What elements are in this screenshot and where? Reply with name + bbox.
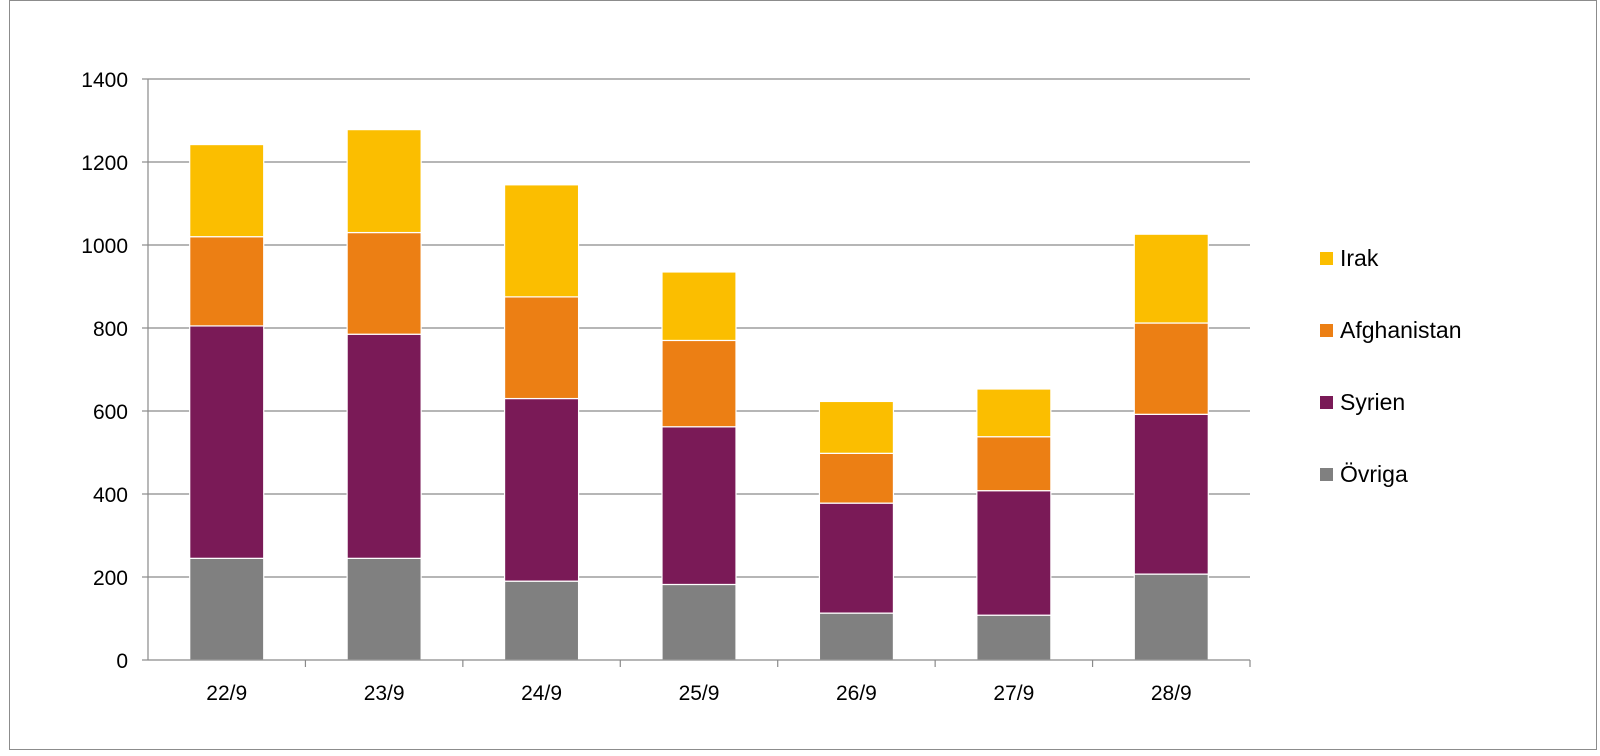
bar-segment-syrien-26-9 — [818, 502, 895, 614]
bar-segment-afghanistan-25-9 — [661, 339, 737, 428]
bar-segment-irak-25-9 — [661, 271, 737, 342]
y-tick-label: 1200 — [81, 152, 128, 175]
bar-segment-syrien-22-9 — [189, 325, 265, 559]
bar-segment-afghanistan-27-9 — [976, 436, 1052, 492]
bar-segment-irak-28-9 — [1133, 233, 1209, 324]
y-tick-label: 600 — [93, 401, 128, 424]
y-tick-label: 1400 — [81, 69, 128, 92]
x-tick-label: 23/9 — [364, 682, 405, 705]
y-tick-label: 0 — [116, 650, 128, 673]
legend-label-övriga: Övriga — [1340, 461, 1408, 487]
y-tick-label: 800 — [93, 318, 128, 341]
bar-segment-afghanistan-24-9 — [503, 296, 580, 400]
x-tick-label: 24/9 — [521, 682, 562, 705]
legend: Irak Afghanistan Syrien Övriga — [1320, 245, 1461, 487]
x-tick-label: 22/9 — [206, 682, 247, 705]
bar-segment-afghanistan-22-9 — [189, 236, 265, 327]
bar-segment-afghanistan-23-9 — [346, 231, 422, 335]
bar-segment-syrien-24-9 — [503, 397, 580, 582]
legend-label-irak: Irak — [1340, 245, 1379, 271]
x-tick-label: 26/9 — [836, 682, 877, 705]
bar-segment-afghanistan-26-9 — [818, 452, 895, 504]
bar-segment-irak-23-9 — [346, 129, 422, 234]
axes: 0 200 400 600 800 1000 1200 1400 22/9 23/9 24/9 25/… — [81, 69, 1251, 705]
legend-swatch-syrien — [1320, 396, 1333, 409]
bar-segment-övriga-23-9 — [346, 557, 422, 661]
bar-segment-övriga-26-9 — [818, 612, 895, 661]
bar-segment-syrien-27-9 — [976, 490, 1052, 616]
legend-swatch-irak — [1320, 252, 1333, 265]
bar-segment-övriga-27-9 — [976, 614, 1052, 661]
bar-segment-irak-24-9 — [503, 184, 580, 298]
y-tick-label: 1000 — [81, 235, 128, 258]
bar-segment-syrien-25-9 — [661, 426, 737, 586]
stacked-bar-chart: 0 200 400 600 800 1000 1200 1400 22/9 23/9 24/9 25/… — [81, 69, 1461, 705]
bar-segment-irak-22-9 — [189, 143, 265, 238]
x-tick-label: 25/9 — [679, 682, 720, 705]
bar-segment-övriga-25-9 — [661, 583, 737, 661]
bar-segment-irak-27-9 — [976, 388, 1052, 438]
x-tick-label: 27/9 — [993, 682, 1034, 705]
x-tick-label: 28/9 — [1151, 682, 1192, 705]
bar-segment-övriga-22-9 — [189, 557, 265, 661]
y-tick-label: 400 — [93, 484, 128, 507]
bars — [189, 129, 1209, 661]
bar-segment-syrien-23-9 — [346, 333, 422, 559]
legend-swatch-övriga — [1320, 468, 1333, 481]
bar-segment-irak-26-9 — [818, 400, 895, 454]
chart-area[interactable]: 0 200 400 600 800 1000 1200 1400 22/9 23/9 24/9 25/… — [9, 0, 1597, 750]
legend-label-syrien: Syrien — [1340, 389, 1405, 415]
bar-segment-afghanistan-28-9 — [1133, 322, 1209, 415]
bar-segment-övriga-24-9 — [503, 580, 580, 661]
bar-segment-syrien-28-9 — [1133, 413, 1209, 575]
bar-segment-övriga-28-9 — [1133, 573, 1209, 661]
legend-label-afghanistan: Afghanistan — [1340, 317, 1461, 343]
legend-swatch-afghanistan — [1320, 324, 1333, 337]
y-tick-label: 200 — [93, 567, 128, 590]
